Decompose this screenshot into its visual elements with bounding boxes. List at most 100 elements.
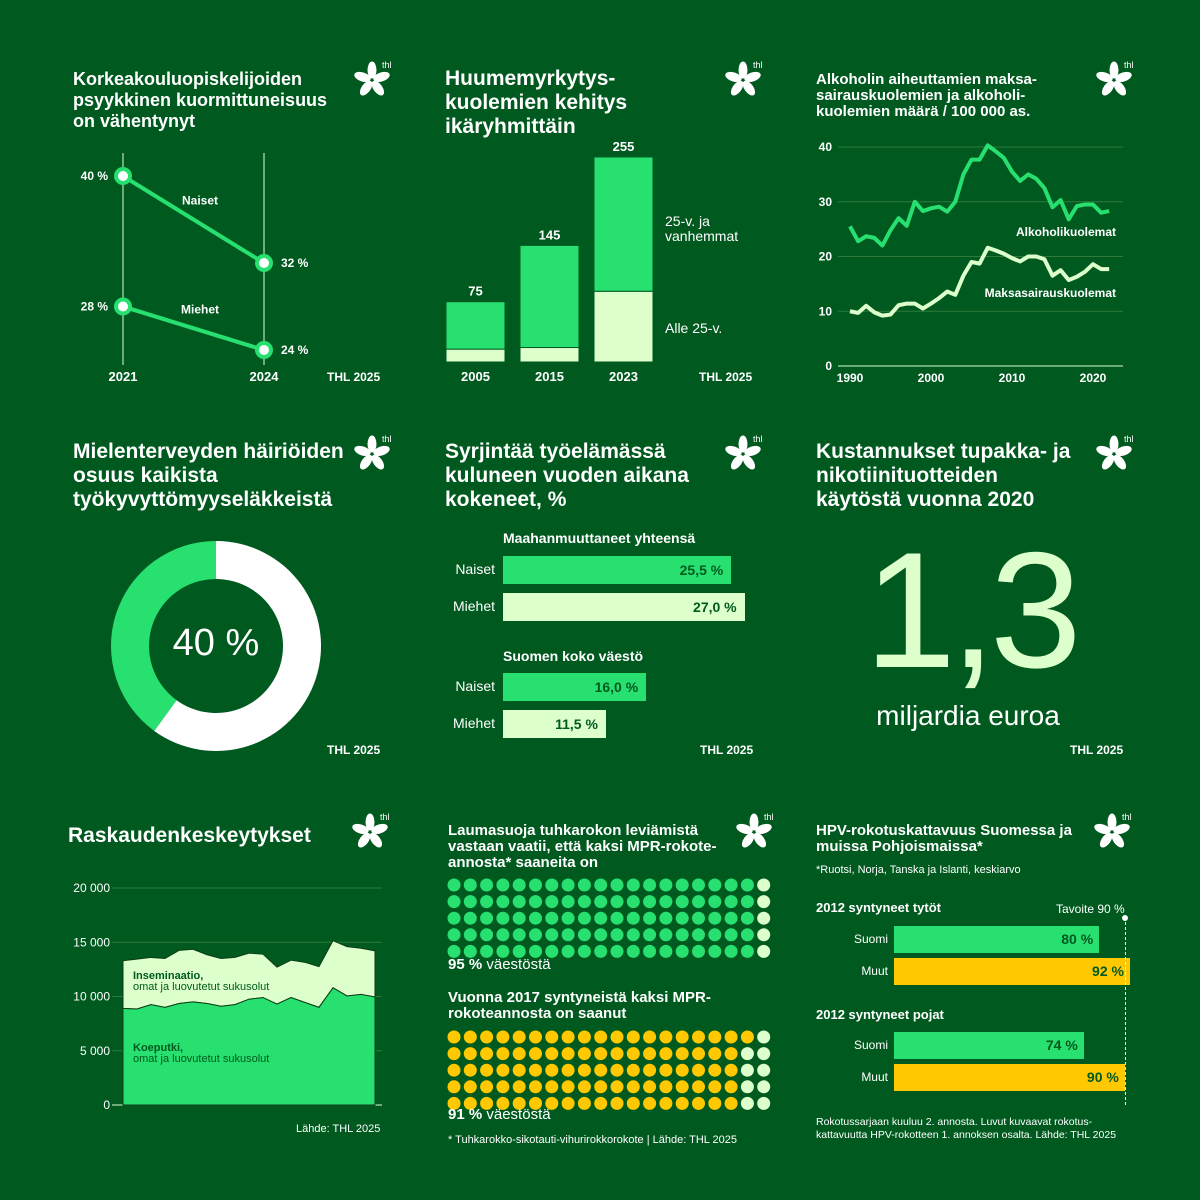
dot-filled [529, 1030, 542, 1044]
logo-petal [736, 823, 753, 834]
panel6-title: Kustannukset tupakka- ja nikotiinituotte… [816, 440, 1071, 511]
donut-value: 40 [172, 622, 215, 664]
dot-filled [480, 878, 494, 892]
dot-filled [480, 911, 494, 925]
logo-petal [1113, 823, 1130, 834]
dot-filled [643, 1096, 657, 1110]
dot-filled [643, 928, 657, 942]
dot-filled [708, 1080, 722, 1094]
dot-filled [577, 895, 591, 909]
dot-filled [610, 1030, 624, 1044]
logo-petal [371, 823, 388, 834]
dot-filled [545, 878, 559, 892]
dot-filled [594, 1047, 608, 1061]
dot-filled [545, 928, 559, 942]
dot-filled [692, 1096, 705, 1110]
bar: 90 % [894, 1064, 1125, 1091]
dot-filled [626, 1047, 640, 1061]
row-label: Suomi [853, 932, 888, 946]
year-label: 2024 [250, 369, 280, 384]
logo-petal [1113, 80, 1127, 96]
dot-filled [610, 1063, 624, 1077]
dot-filled [480, 1080, 494, 1094]
data-point [255, 254, 273, 272]
dot-filled [545, 911, 559, 925]
year-label: 2023 [609, 369, 638, 384]
dot-filled [610, 928, 624, 942]
dot-filled [643, 895, 657, 909]
logo-petal [749, 813, 759, 831]
dot-filled [561, 928, 575, 942]
dot-filled [447, 928, 461, 942]
dot-filled [643, 944, 657, 958]
thl-logo-icon: thl [352, 812, 390, 848]
logo-petal [367, 61, 377, 79]
dot-filled [463, 895, 477, 909]
series-sublabel: omat ja luovutetut sukusolut [133, 1053, 269, 1065]
dot-empty [757, 1047, 771, 1061]
row-label: Miehet [452, 598, 495, 614]
dot-filled [610, 878, 624, 892]
dot-filled [626, 1030, 640, 1044]
group-label: Suomen koko väestö [503, 648, 644, 664]
thl-logo-icon: thl [1096, 60, 1134, 96]
dot-filled [447, 878, 461, 892]
dot-filled [463, 878, 477, 892]
bar-total-label: 255 [613, 139, 635, 154]
panel1-title: Korkeakouluopiskelijoiden psyykkinen kuo… [73, 69, 328, 131]
dot-filled [708, 1063, 722, 1077]
logo-petal [1113, 454, 1127, 470]
panel6-source: THL 2025 [1070, 743, 1124, 757]
bar-segment-younger [593, 290, 654, 363]
logo-petal [1096, 445, 1113, 456]
logo-petal [1107, 813, 1117, 831]
big-number-unit: miljardia euroa [876, 700, 1060, 731]
dot-filled [594, 895, 608, 909]
y-tick-label: 20 000 [73, 881, 110, 895]
series-line-maksasairauskuolemat [849, 245, 1110, 318]
logo-petal [744, 445, 761, 456]
bar-total-label: 75 [468, 284, 482, 299]
logo-petal [753, 832, 767, 848]
dot-empty [740, 1080, 754, 1094]
dot-filled [675, 928, 689, 942]
dot-filled [708, 895, 722, 909]
dot-filled [610, 1080, 624, 1094]
dot-filled [626, 1063, 640, 1077]
donut-chart [111, 541, 321, 751]
bar-total-label: 145 [539, 227, 561, 242]
dot-filled [708, 911, 722, 925]
dot-filled [577, 911, 591, 925]
dot-filled [675, 1047, 689, 1061]
dot-filled [675, 944, 689, 958]
logo-text: thl [764, 812, 774, 822]
panel2-title: Huumemyrkytys-kuolemien kehitys ikäryhmi… [445, 67, 628, 138]
dot-filled [577, 944, 591, 958]
dot-filled [529, 944, 542, 958]
dot-filled [708, 1096, 722, 1110]
logo-petal [359, 454, 373, 470]
dot-filled [512, 1063, 526, 1077]
dot-filled [480, 1047, 494, 1061]
row-label: Muut [861, 964, 888, 978]
panel9-title: HPV-rokotuskattavuus Suomessa ja muissa … [816, 822, 1072, 855]
dot-filled [447, 1047, 461, 1061]
logo-petal [354, 71, 371, 82]
dot-filled [594, 1080, 608, 1094]
dot-filled [659, 1030, 673, 1044]
dot-filled [659, 1080, 673, 1094]
dot-filled [643, 1047, 657, 1061]
dot-filled [545, 1063, 559, 1077]
dot-filled [724, 878, 738, 892]
dot-filled [692, 1047, 705, 1061]
dot-filled [561, 1030, 575, 1044]
dot-filled [675, 878, 689, 892]
logo-petal [725, 445, 742, 456]
dot-filled [626, 944, 640, 958]
dot-filled [496, 944, 510, 958]
dot-filled [463, 1096, 477, 1110]
dot-filled [561, 1096, 575, 1110]
dot-filled [496, 1063, 510, 1077]
y-tick-label: 5 000 [80, 1044, 110, 1058]
dot-filled [529, 1047, 542, 1061]
